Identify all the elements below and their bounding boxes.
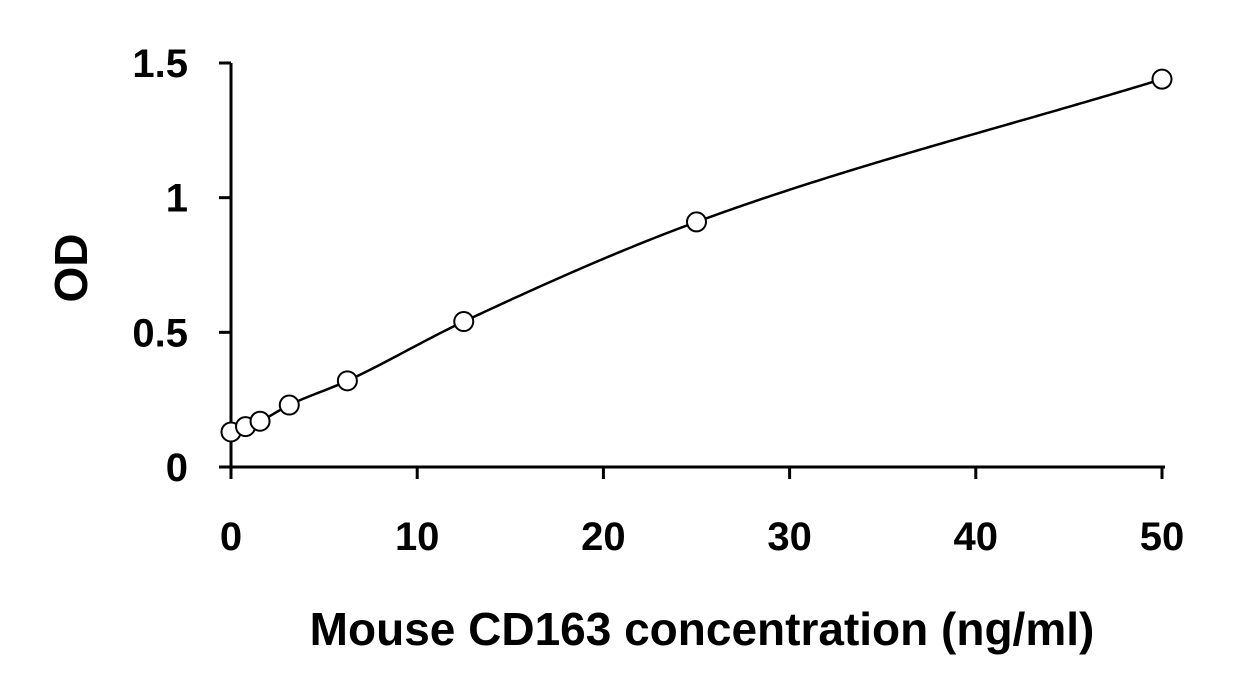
y-tick-label: 0.5 [132,311,188,355]
data-point [278,394,300,416]
x-tick-label: 50 [1140,515,1185,559]
data-points [220,68,1173,443]
data-point [453,311,475,333]
y-tick-label: 1 [166,177,188,221]
y-tick-label: 0 [166,446,188,490]
x-tick-label: 10 [395,515,440,559]
data-point [1151,68,1173,90]
x-ticks: 0 10 20 30 40 50 [220,467,1184,559]
y-axis-title: OD [45,234,97,303]
x-tick-label: 0 [220,515,242,559]
data-point [336,370,358,392]
data-point [249,410,271,432]
fit-curve [230,77,1163,434]
x-tick-label: 40 [954,515,999,559]
x-tick-label: 20 [581,515,626,559]
x-axis-title: Mouse CD163 concentration (ng/ml) [310,603,1095,655]
fit-curve-layer [230,77,1163,434]
x-tick-label: 30 [767,515,812,559]
axes [229,63,1165,469]
data-point [686,211,707,233]
y-ticks: 0 0.5 1 1.5 [132,42,231,490]
y-tick-label: 1.5 [132,42,188,86]
